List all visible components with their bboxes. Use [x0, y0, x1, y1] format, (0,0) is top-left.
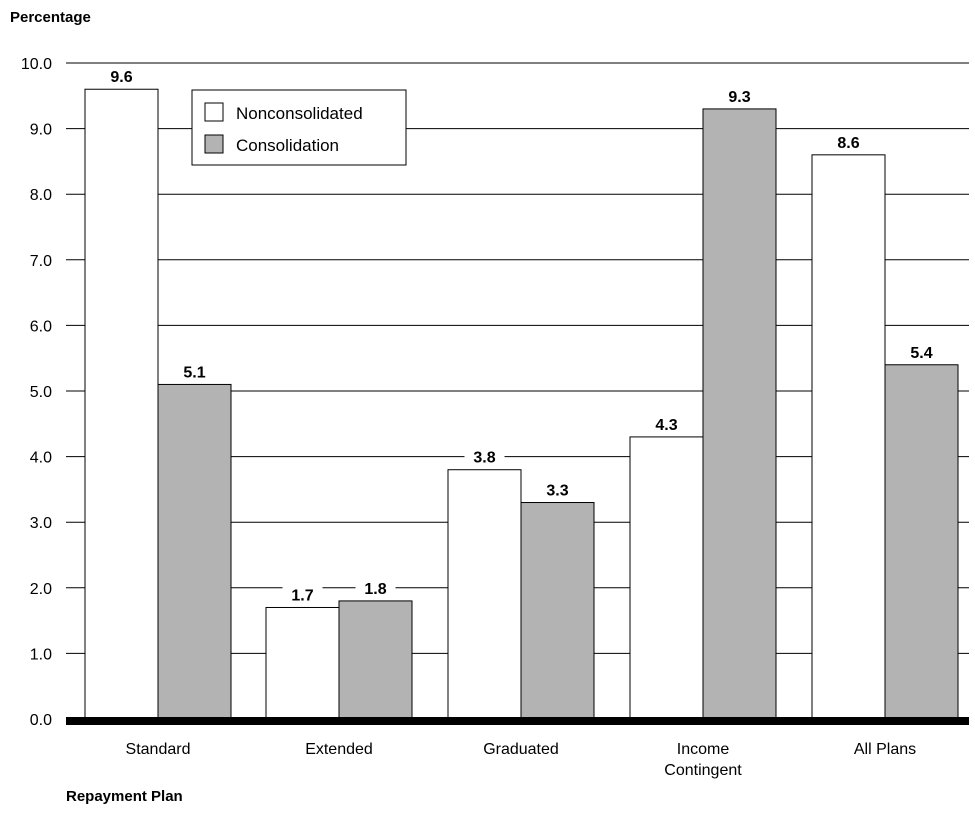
legend: Nonconsolidated Consolidation [191, 89, 407, 166]
value-label-bg [901, 342, 942, 361]
value-labels: 9.6 5.1 1.7 1.8 3.8 3.3 4.3 9.3 8.6 5.4 [101, 67, 942, 604]
y-tick-label: 10.0 [21, 56, 52, 73]
bar-consolidation-2 [520, 502, 595, 720]
value-label-bg [464, 447, 505, 466]
category-label: Graduated [483, 741, 559, 758]
legend-swatch-nonconsolidated [204, 102, 224, 122]
bar-consolidation-4 [884, 364, 959, 720]
value-label-bg [355, 578, 396, 597]
value-label: 1.8 [364, 581, 386, 598]
value-label-bg [537, 480, 578, 499]
category-label: All Plans [854, 741, 916, 758]
category-label: Income [677, 741, 730, 758]
value-label-bg [646, 414, 687, 433]
bar-nonconsolidated-1 [265, 606, 340, 720]
x-axis-baseline [66, 717, 969, 725]
category-label: Extended [305, 741, 373, 758]
value-label: 5.4 [910, 345, 932, 362]
category-label: Standard [126, 741, 191, 758]
y-tick-label: 1.0 [30, 646, 52, 663]
legend-box [191, 89, 407, 166]
value-label-bg [282, 585, 323, 604]
y-tick-label: 6.0 [30, 318, 52, 335]
value-label-bg [828, 132, 869, 151]
value-label: 9.3 [728, 89, 750, 106]
x-axis-title: Repayment Plan [66, 788, 183, 805]
value-label: 9.6 [110, 69, 132, 86]
value-label: 4.3 [655, 417, 677, 434]
bar-nonconsolidated-4 [811, 154, 886, 720]
value-label: 3.8 [473, 450, 495, 467]
value-label-bg [719, 86, 760, 105]
bar-nonconsolidated-3 [629, 436, 704, 720]
bar-consolidation-3 [702, 108, 777, 720]
value-label: 3.3 [546, 483, 568, 500]
value-label: 5.1 [183, 364, 205, 381]
legend-label-nonconsolidated: Nonconsolidated [236, 104, 363, 123]
y-tick-label: 5.0 [30, 384, 52, 401]
category-label: Contingent [664, 762, 742, 779]
bar-nonconsolidated-2 [447, 469, 522, 720]
value-label: 8.6 [837, 135, 859, 152]
bars [84, 88, 959, 720]
legend-swatch-consolidation [204, 134, 224, 154]
bar-consolidation-0 [157, 383, 232, 720]
x-axis-categories: Standard Extended Graduated Income Contingen… [126, 741, 917, 779]
y-tick-label: 8.0 [30, 187, 52, 204]
y-axis-ticks: 0.0 1.0 2.0 3.0 4.0 5.0 6.0 7.0 8.0 9.0 10.0 [21, 56, 52, 729]
y-tick-label: 0.0 [30, 712, 52, 729]
y-tick-label: 4.0 [30, 450, 52, 467]
y-tick-label: 9.0 [30, 122, 52, 139]
value-label-bg [174, 362, 215, 381]
bar-nonconsolidated-0 [84, 88, 159, 720]
bar-consolidation-1 [338, 600, 413, 720]
value-label-bg [101, 67, 142, 86]
y-axis-title: Percentage [10, 9, 91, 26]
y-tick-label: 7.0 [30, 253, 52, 270]
y-tick-label: 3.0 [30, 515, 52, 532]
y-tick-label: 2.0 [30, 581, 52, 598]
legend-label-consolidation: Consolidation [236, 136, 339, 155]
value-label: 1.7 [291, 587, 313, 604]
